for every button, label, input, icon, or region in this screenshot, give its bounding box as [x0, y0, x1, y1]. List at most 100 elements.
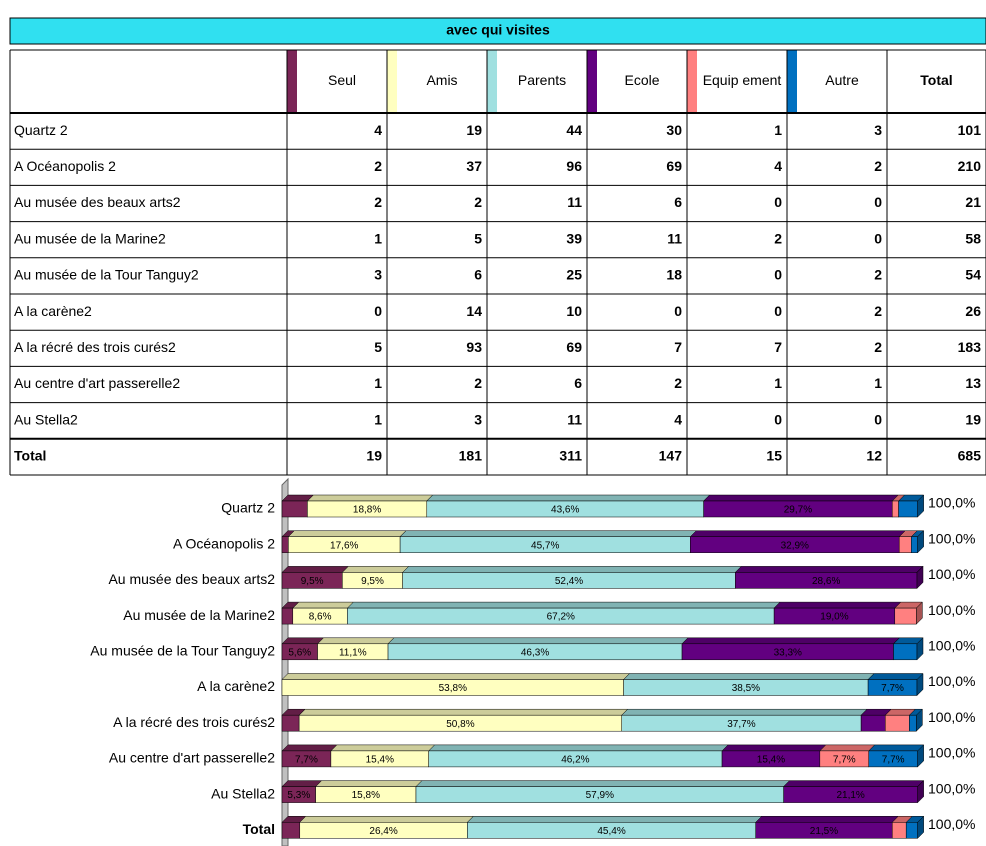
data-label: 45,4%: [597, 826, 625, 837]
bar-top: [466, 816, 763, 823]
bar-top: [281, 566, 349, 573]
bar-top: [721, 744, 827, 752]
cell-value: 4: [374, 122, 382, 138]
data-label: 67,2%: [547, 612, 575, 623]
cell-value: 1: [774, 375, 782, 391]
bar-segment: [281, 714, 300, 732]
bar-end: [916, 637, 924, 661]
column-header: Amis: [426, 72, 457, 88]
cell-value: 1: [374, 375, 382, 391]
column-header: Seul: [328, 72, 356, 88]
data-label: 37,7%: [727, 719, 755, 730]
row-label: Quartz 2: [14, 122, 68, 138]
cell-value: 1: [874, 375, 882, 391]
row-label: Au centre d'art passerelle2: [14, 375, 180, 391]
bar-top: [689, 530, 906, 537]
cell-value: 11: [567, 194, 582, 210]
bar-top: [623, 673, 875, 680]
row-label: A la carène2: [14, 303, 92, 319]
color-swatch: [587, 50, 597, 113]
data-label: 19,0%: [820, 612, 848, 623]
row-label: Au Stella2: [14, 411, 78, 427]
bar-top: [399, 530, 697, 537]
data-label: 15,8%: [352, 790, 380, 801]
bar-top: [287, 530, 407, 537]
cell-value: 5: [374, 339, 382, 355]
row-label: A la récré des trois curés2: [14, 339, 176, 355]
cell-value: 93: [466, 339, 482, 355]
cell-value: 101: [958, 122, 982, 138]
cell-value: 12: [866, 448, 882, 464]
category-label: Total: [243, 821, 275, 837]
data-label: 17,6%: [330, 540, 358, 551]
total-label: 100,0%: [928, 495, 975, 511]
cell-value: 54: [965, 267, 981, 283]
cell-value: 19: [965, 411, 981, 427]
total-label: 100,0%: [928, 780, 975, 796]
cell-value: 0: [774, 194, 782, 210]
cell-value: 6: [674, 194, 682, 210]
data-label: 21,1%: [836, 790, 864, 801]
bar-segment: [281, 500, 308, 518]
row-label: Total: [14, 448, 46, 464]
bar-top: [387, 637, 689, 645]
cell-value: 183: [958, 339, 982, 355]
cell-value: 14: [466, 303, 482, 319]
bar-top: [773, 601, 902, 609]
data-label: 46,2%: [561, 755, 589, 766]
bar-top: [621, 708, 868, 716]
data-label: 5,6%: [288, 647, 311, 658]
bar-top: [867, 673, 924, 680]
data-label: 21,5%: [810, 826, 838, 837]
data-label: 18,8%: [353, 505, 381, 516]
cell-value: 311: [559, 448, 582, 464]
cell-value: 26: [965, 303, 981, 319]
cell-value: 30: [666, 122, 682, 138]
color-swatch: [687, 50, 697, 113]
data-label: 5,3%: [287, 790, 310, 801]
cell-value: 13: [965, 375, 981, 391]
cell-value: 37: [466, 158, 482, 174]
cell-value: 0: [374, 303, 382, 319]
cell-value: 3: [874, 122, 882, 138]
row-label: Au musée de la Marine2: [14, 230, 166, 246]
cell-value: 0: [774, 267, 782, 283]
data-label: 45,7%: [531, 540, 559, 551]
cell-value: 1: [374, 411, 382, 427]
data-label: 29,7%: [784, 505, 812, 516]
data-label: 32,9%: [781, 540, 809, 551]
title-bar: [9, 17, 986, 45]
cell-value: 2: [374, 158, 382, 174]
cell-value: 6: [574, 375, 582, 391]
cell-value: 15: [766, 448, 782, 464]
data-label: 7,7%: [833, 755, 856, 766]
cell-value: 21: [965, 194, 981, 210]
bar-segment: [281, 822, 301, 839]
cell-value: 4: [774, 158, 782, 174]
category-label: Au centre d'art passerelle2: [109, 750, 275, 766]
data-label: 52,4%: [555, 576, 583, 587]
cell-value: 181: [459, 448, 483, 464]
cell-value: 685: [958, 448, 982, 464]
data-label: 26,4%: [369, 826, 397, 837]
data-label: 15,4%: [366, 755, 394, 766]
row-label: Au musée de la Tour Tanguy2: [14, 267, 199, 283]
cell-value: 2: [474, 194, 482, 210]
bar-top: [281, 780, 323, 787]
column-header: Ecole: [624, 72, 659, 88]
bar-top: [783, 780, 925, 787]
cell-value: 96: [566, 158, 582, 174]
bar-top: [292, 601, 355, 609]
bar-segment: [898, 536, 912, 553]
bar-top: [315, 780, 423, 787]
cell-value: 1: [374, 230, 382, 246]
cell-value: 58: [965, 230, 981, 246]
total-label: 100,0%: [928, 816, 975, 832]
bar-top: [281, 744, 338, 752]
bar-top: [306, 494, 434, 502]
data-label: 7,7%: [295, 755, 318, 766]
cell-value: 11: [567, 411, 582, 427]
cell-value: 69: [566, 339, 582, 355]
bar-segment: [898, 500, 918, 518]
